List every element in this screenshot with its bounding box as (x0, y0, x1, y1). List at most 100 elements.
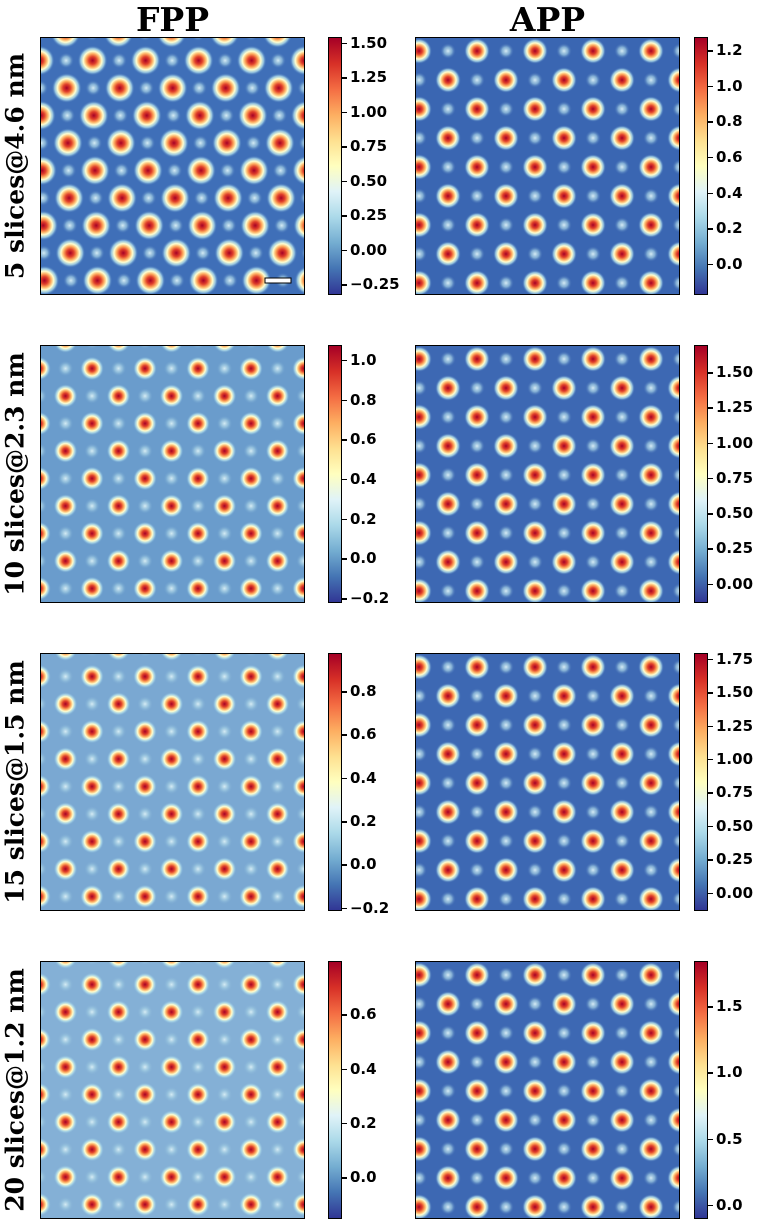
bright-spot (638, 712, 664, 738)
dim-spot (221, 272, 238, 289)
dim-spot (190, 861, 206, 877)
bright-spot (551, 375, 577, 401)
bright-spot (186, 774, 210, 799)
bright-spot (493, 549, 519, 575)
dim-spot (498, 583, 514, 599)
bright-spot (464, 346, 490, 372)
bright-spot (213, 654, 236, 661)
bright-spot (133, 1027, 157, 1052)
dim-spot (585, 380, 601, 396)
bright-spot (464, 578, 490, 602)
bright-spot (493, 433, 519, 459)
row-label-text: 15 slices@1.5 nm (0, 660, 30, 904)
bright-spot (107, 183, 138, 213)
bright-spot (609, 549, 635, 575)
bright-spot (609, 67, 635, 93)
bright-spot (54, 654, 77, 661)
dim-spot (57, 1031, 74, 1048)
colorbar-tick-label: 0.4 (342, 1059, 377, 1078)
dim-spot (57, 668, 74, 685)
dim-spot (440, 1141, 456, 1157)
dim-spot (269, 525, 286, 542)
dim-spot (110, 723, 127, 740)
dim-spot (243, 553, 259, 569)
dim-spot (270, 52, 287, 69)
bright-spot (667, 1165, 679, 1191)
dim-spot (84, 696, 100, 712)
bright-spot (80, 356, 104, 381)
dim-spot (440, 659, 456, 675)
bright-spot (551, 741, 577, 767)
bright-spot (107, 346, 130, 353)
bright-spot (105, 128, 136, 158)
bright-spot (106, 494, 131, 518)
bright-spot (551, 683, 577, 709)
bright-spot (638, 828, 664, 854)
bright-spot (580, 1020, 606, 1046)
row-label: 5 slices@4.6 nm (0, 37, 30, 295)
bright-spot (41, 265, 60, 294)
dim-spot (114, 217, 131, 234)
bright-spot (41, 829, 51, 854)
bright-spot (133, 664, 157, 689)
dim-spot (672, 891, 679, 907)
bright-spot (186, 411, 210, 436)
dim-spot (614, 1025, 630, 1041)
dim-spot (57, 778, 74, 795)
bright-spot (135, 265, 166, 294)
dim-spot (416, 996, 427, 1012)
bright-spot (133, 1137, 157, 1162)
dim-spot (216, 888, 233, 905)
bright-spot (580, 962, 606, 988)
dim-spot (643, 688, 659, 704)
bright-spot (265, 802, 290, 826)
bright-spot (464, 520, 490, 546)
dim-spot (672, 833, 679, 849)
dim-spot (672, 409, 679, 425)
dim-spot (614, 467, 630, 483)
bright-spot (522, 1078, 548, 1104)
dim-spot (585, 862, 601, 878)
dim-spot (163, 470, 180, 487)
bright-spot (416, 346, 432, 372)
dim-spot (440, 101, 456, 117)
dim-spot (614, 217, 630, 233)
colorbar-tick-label: 0.25 (341, 206, 388, 225)
dim-spot (216, 723, 233, 740)
bright-spot (292, 1192, 304, 1217)
dim-spot (527, 72, 543, 88)
bright-spot (80, 664, 104, 689)
colorbar (694, 345, 708, 603)
dim-spot (643, 130, 659, 146)
bright-spot (53, 384, 78, 408)
heatmap-image (40, 37, 305, 295)
dim-spot (672, 43, 679, 59)
bright-spot (435, 125, 461, 151)
dim-spot (85, 346, 99, 349)
bright-spot (160, 654, 183, 661)
dim-spot (41, 1169, 47, 1185)
colorbar-tick-label: 0.8 (342, 682, 377, 701)
dim-spot (296, 1059, 304, 1075)
dim-spot (672, 659, 679, 675)
dim-spot (416, 1170, 427, 1186)
bright-spot (119, 293, 130, 294)
bright-spot (493, 857, 519, 883)
dim-spot (643, 862, 659, 878)
colorbar-tick-label: 1.0 (342, 350, 377, 369)
dim-spot (440, 1199, 456, 1215)
dim-spot (57, 580, 74, 597)
dim-spot (216, 1086, 233, 1103)
dim-spot (216, 976, 233, 993)
bright-spot (41, 972, 51, 997)
dim-spot (110, 1141, 127, 1158)
bright-spot (435, 433, 461, 459)
dim-spot (556, 159, 572, 175)
bright-spot (551, 1165, 577, 1191)
bright-spot (106, 802, 131, 826)
bright-spot (54, 962, 77, 969)
dim-spot (85, 80, 102, 96)
bright-spot (292, 664, 304, 689)
bright-spot (416, 270, 432, 294)
dim-spot (139, 135, 156, 151)
